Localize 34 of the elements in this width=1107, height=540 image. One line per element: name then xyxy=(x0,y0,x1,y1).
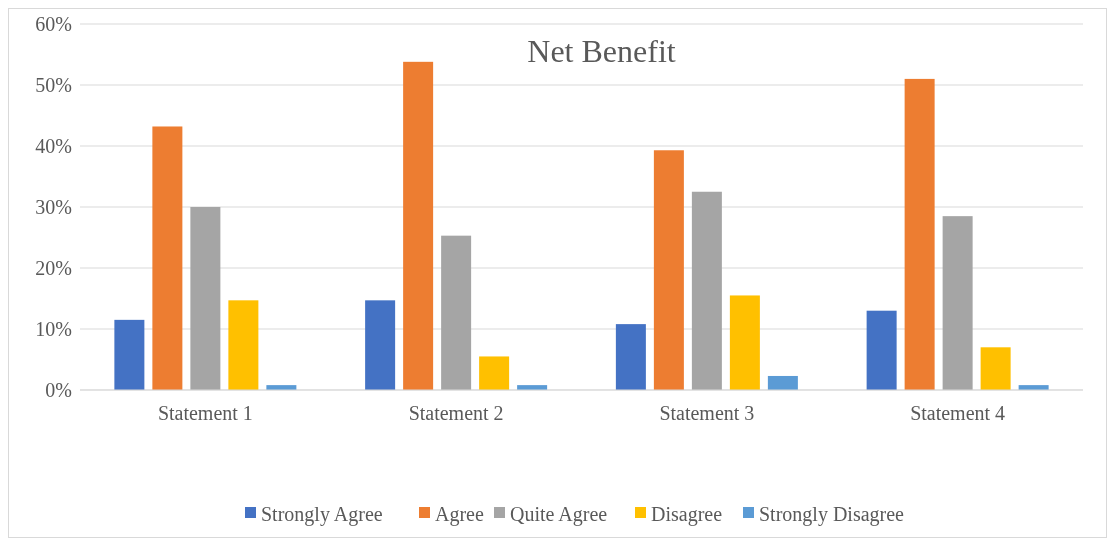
bar xyxy=(403,61,434,390)
y-tick-label: 30% xyxy=(35,196,72,218)
y-tick-label: 40% xyxy=(35,135,72,157)
bar xyxy=(441,235,472,390)
bar xyxy=(228,300,259,390)
bar xyxy=(479,356,510,390)
bar xyxy=(190,207,221,390)
x-tick-label: Statement 4 xyxy=(910,402,1006,424)
bar xyxy=(691,191,722,390)
y-tick-label: 60% xyxy=(35,13,72,35)
bar xyxy=(767,375,798,390)
bar xyxy=(904,78,935,390)
bar xyxy=(653,150,684,390)
y-tick-label: 20% xyxy=(35,257,72,279)
y-tick-label: 10% xyxy=(35,318,72,340)
bar xyxy=(365,300,396,390)
y-tick-label: 50% xyxy=(35,74,72,96)
bar xyxy=(114,319,145,390)
legend-label: Agree xyxy=(435,503,484,526)
bar xyxy=(729,295,760,390)
bar xyxy=(152,126,183,390)
legend-label: Disagree xyxy=(651,503,723,526)
legend-label: Strongly Disagree xyxy=(759,503,905,526)
bar xyxy=(866,310,897,390)
chart-title: Net Benefit xyxy=(527,33,676,69)
x-tick-label: Statement 1 xyxy=(157,402,253,424)
legend-label: Strongly Agree xyxy=(261,503,383,526)
x-tick-label: Statement 2 xyxy=(408,402,504,424)
bar xyxy=(980,347,1011,390)
y-tick-label: 0% xyxy=(45,379,72,401)
bar xyxy=(615,324,646,390)
x-tick-label: Statement 3 xyxy=(659,402,755,424)
bar xyxy=(942,216,973,390)
legend-label: Quite Agree xyxy=(510,503,608,526)
